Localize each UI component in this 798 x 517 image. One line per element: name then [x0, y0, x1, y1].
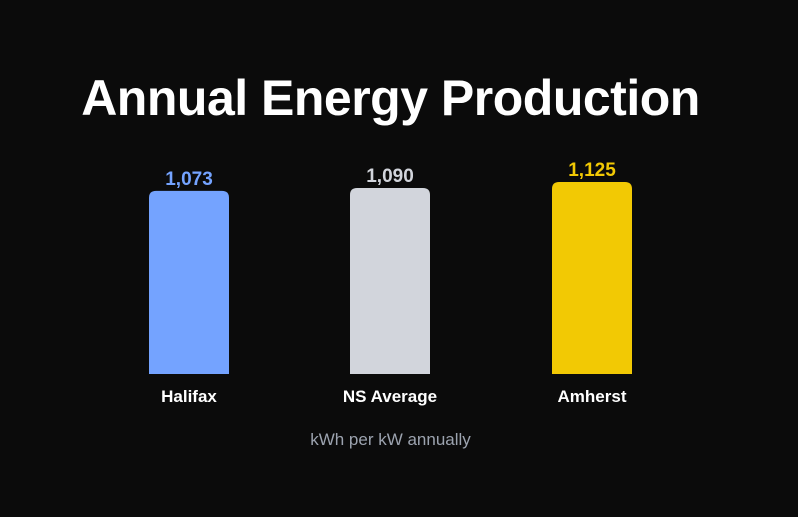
- value-label: 1,090: [366, 166, 414, 187]
- category-label: Amherst: [558, 387, 627, 406]
- chart-title: Annual Energy Production: [81, 70, 700, 126]
- bar-ns-average: [350, 187, 430, 374]
- bar-halifax: [149, 190, 229, 374]
- value-label: 1,125: [568, 160, 616, 181]
- chart-caption: kWh per kW annually: [310, 430, 471, 449]
- category-label: Halifax: [161, 387, 217, 406]
- category-label: NS Average: [343, 387, 437, 406]
- bar-amherst: [552, 182, 632, 374]
- value-label: 1,073: [165, 169, 213, 190]
